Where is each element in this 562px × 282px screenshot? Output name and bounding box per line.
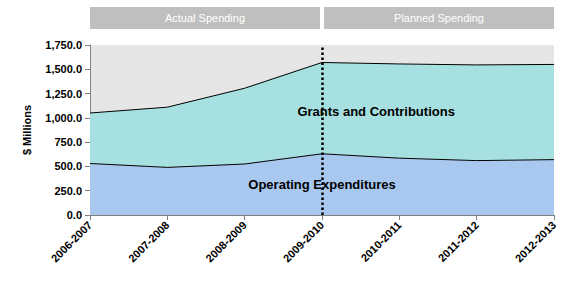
svg-text:750.0: 750.0 xyxy=(54,136,82,148)
svg-text:1,750.0: 1,750.0 xyxy=(45,39,82,51)
svg-text:2011-2012: 2011-2012 xyxy=(436,219,481,264)
svg-text:2012-2013: 2012-2013 xyxy=(513,219,559,265)
svg-text:2009-2010: 2009-2010 xyxy=(281,219,327,265)
svg-text:500.0: 500.0 xyxy=(54,160,82,172)
svg-text:Operating Expenditures: Operating Expenditures xyxy=(248,177,395,192)
svg-text:2006-2007: 2006-2007 xyxy=(49,219,95,265)
svg-text:Grants and Contributions: Grants and Contributions xyxy=(297,104,454,119)
svg-text:2010-2011: 2010-2011 xyxy=(358,219,403,264)
svg-text:2008-2009: 2008-2009 xyxy=(203,219,249,265)
svg-text:Planned Spending: Planned Spending xyxy=(394,12,484,24)
svg-text:0.0: 0.0 xyxy=(67,209,82,221)
svg-text:$ Millions: $ Millions xyxy=(21,105,33,155)
svg-text:1,500.0: 1,500.0 xyxy=(45,63,82,75)
svg-text:Actual Spending: Actual Spending xyxy=(165,12,245,24)
svg-text:1,250.0: 1,250.0 xyxy=(45,88,82,100)
svg-text:2007-2008: 2007-2008 xyxy=(126,219,172,265)
svg-text:250.0: 250.0 xyxy=(54,185,82,197)
svg-text:1,000.0: 1,000.0 xyxy=(45,112,82,124)
